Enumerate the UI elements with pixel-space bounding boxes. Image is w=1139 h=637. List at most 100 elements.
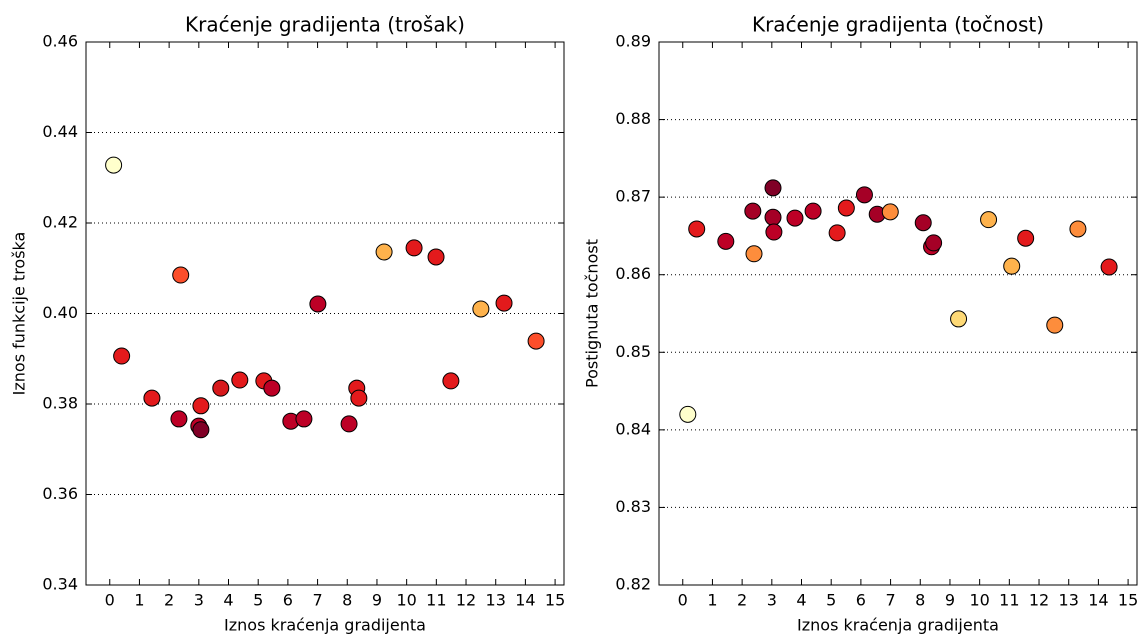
x-tick-label: 8 (915, 591, 925, 610)
x-tick-label: 2 (164, 591, 174, 610)
x-tick-label: 15 (545, 591, 565, 610)
x-tick-label: 10 (969, 591, 989, 610)
y-tick-label: 0.89 (615, 32, 651, 51)
x-tick-label: 12 (456, 591, 476, 610)
point (855, 186, 873, 204)
point (804, 202, 822, 220)
x-tick-label: 10 (396, 591, 416, 610)
point (1003, 257, 1021, 275)
x-tick-label: 5 (826, 591, 836, 610)
y-tick-label: 0.36 (42, 484, 78, 503)
y-axis-label: Iznos funkcije troška (10, 232, 29, 396)
x-tick-label: 6 (283, 591, 293, 610)
y-tick-label: 0.46 (42, 32, 78, 51)
plot-frame (658, 41, 1138, 586)
point (980, 211, 998, 229)
x-tick-label: 9 (372, 591, 382, 610)
x-tick-label: 6 (856, 591, 866, 610)
x-tick-label: 7 (885, 591, 895, 610)
point (745, 245, 763, 263)
x-tick-label: 13 (1059, 591, 1079, 610)
point (1046, 316, 1064, 334)
y-tick-label: 0.88 (615, 109, 651, 128)
x-axis-label: Iznos kraćenja gradijenta (797, 616, 999, 635)
point (405, 239, 423, 257)
point (472, 300, 490, 318)
x-tick-label: 12 (1029, 591, 1049, 610)
y-tick-label: 0.87 (615, 187, 651, 206)
x-tick-label: 3 (194, 591, 204, 610)
point (212, 379, 230, 397)
x-tick-label: 15 (1118, 591, 1138, 610)
x-tick-label: 14 (1088, 591, 1108, 610)
chart-title: Kraćenje gradijenta (točnost) (752, 13, 1044, 37)
y-tick-label: 0.42 (42, 213, 78, 232)
point (375, 243, 393, 261)
y-tick-label: 0.38 (42, 394, 78, 413)
point (950, 310, 968, 328)
x-tick-label: 9 (945, 591, 955, 610)
x-tick-label: 3 (767, 591, 777, 610)
point (350, 389, 368, 407)
point (679, 405, 697, 423)
point (764, 179, 782, 197)
point (527, 332, 545, 350)
y-tick-label: 0.83 (615, 497, 651, 516)
point (688, 220, 706, 238)
x-tick-label: 7 (312, 591, 322, 610)
x-tick-label: 1 (134, 591, 144, 610)
point (113, 347, 131, 365)
point (717, 232, 735, 250)
y-tick-label: 0.82 (615, 575, 651, 594)
y-tick-label: 0.85 (615, 342, 651, 361)
chart-title: Kraćenje gradijenta (trošak) (185, 13, 465, 37)
x-tick-label: 0 (678, 591, 688, 610)
point (442, 372, 460, 390)
y-tick-label: 0.40 (42, 303, 78, 322)
point (309, 295, 327, 313)
x-tick-label: 5 (253, 591, 263, 610)
x-tick-label: 11 (426, 591, 446, 610)
point (495, 294, 513, 312)
point (837, 199, 855, 217)
point (1100, 258, 1118, 276)
point (744, 202, 762, 220)
x-tick-label: 1 (707, 591, 717, 610)
x-tick-label: 13 (486, 591, 506, 610)
point (1069, 220, 1087, 238)
point (143, 389, 161, 407)
y-tick-label: 0.44 (42, 122, 78, 141)
point (914, 214, 932, 232)
y-tick-label: 0.86 (615, 264, 651, 283)
x-axis-label: Iznos kraćenja gradijenta (224, 616, 426, 635)
point (786, 209, 804, 227)
point (925, 234, 943, 252)
x-tick-label: 4 (796, 591, 806, 610)
point (765, 223, 783, 241)
point (170, 410, 188, 428)
point (105, 156, 123, 174)
y-tick-label: 0.34 (42, 575, 78, 594)
point (1017, 229, 1035, 247)
x-tick-label: 11 (999, 591, 1019, 610)
point (295, 410, 313, 428)
y-tick-label: 0.84 (615, 419, 651, 438)
plot-frame (85, 41, 565, 586)
x-tick-label: 4 (223, 591, 233, 610)
point (192, 421, 210, 439)
x-tick-label: 0 (105, 591, 115, 610)
point (828, 224, 846, 242)
point (192, 397, 210, 415)
x-tick-label: 14 (515, 591, 535, 610)
point (340, 415, 358, 433)
point (172, 266, 190, 284)
point (231, 371, 249, 389)
x-tick-label: 2 (737, 591, 747, 610)
point (427, 248, 445, 266)
point (881, 203, 899, 221)
point (764, 208, 782, 226)
y-axis-label: Postignuta točnost (583, 239, 602, 388)
x-tick-label: 8 (342, 591, 352, 610)
point (263, 379, 281, 397)
